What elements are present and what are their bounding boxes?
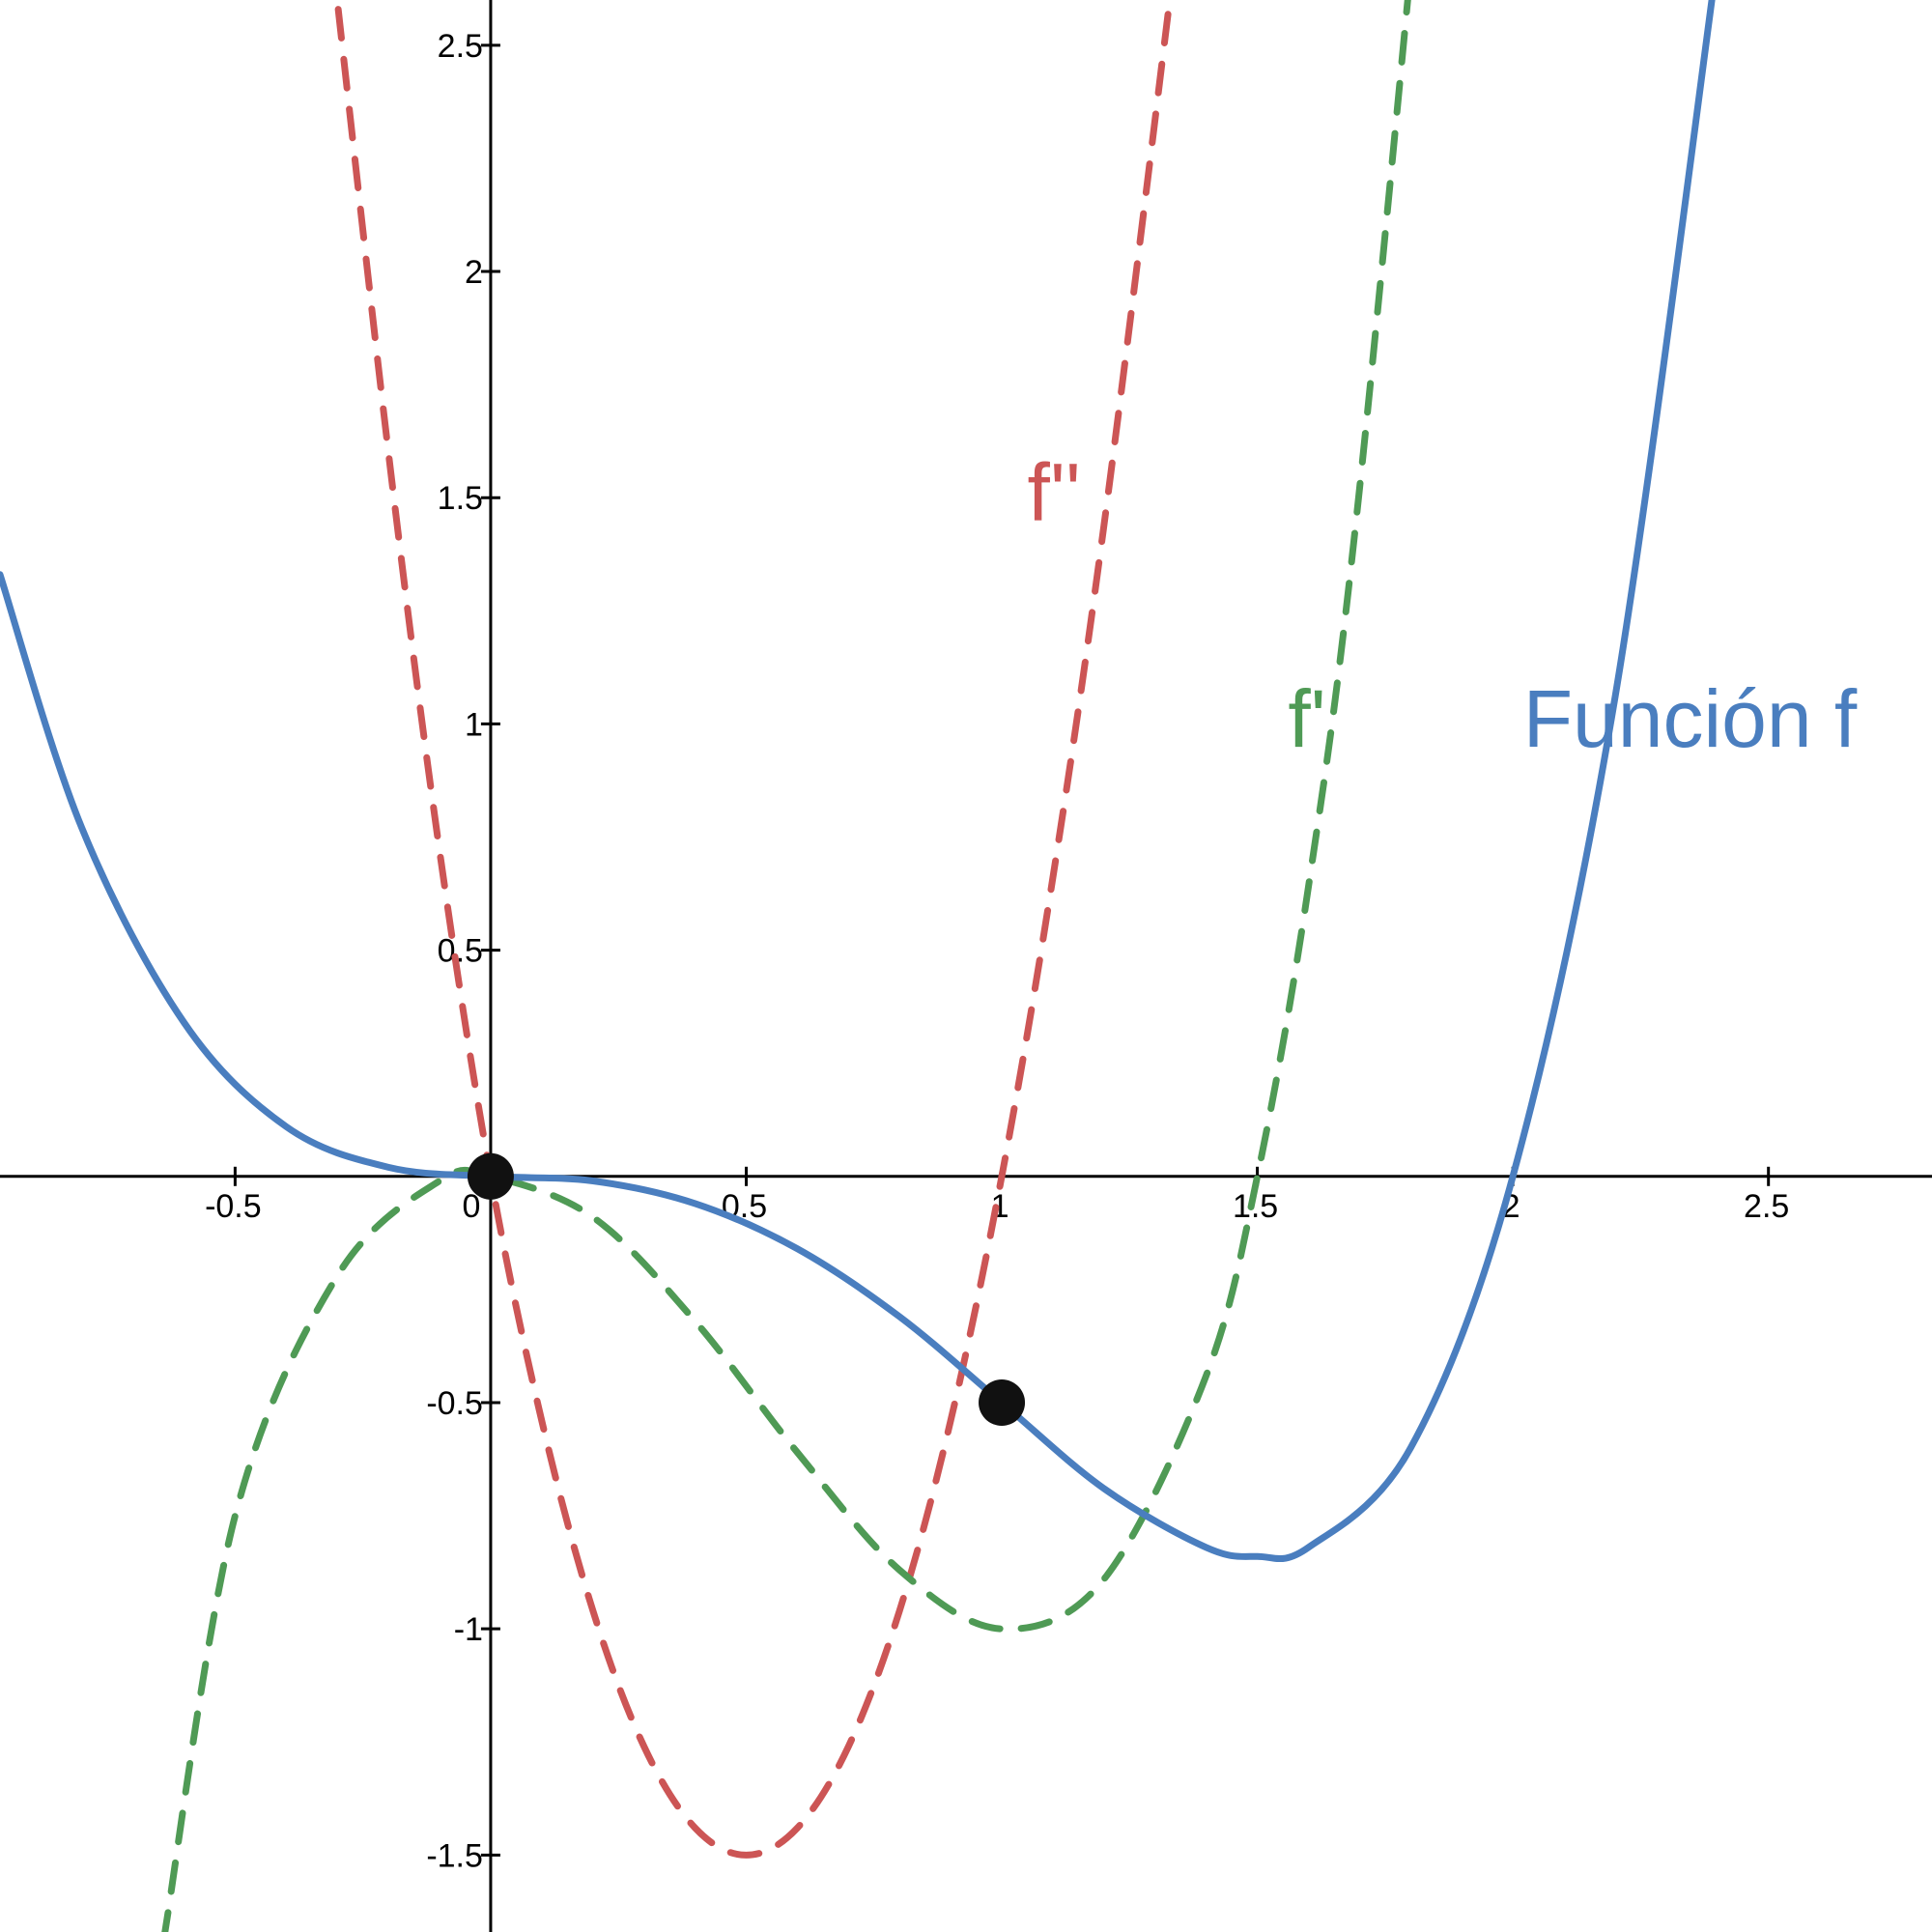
y-tick-label: -1.5 <box>426 1837 483 1874</box>
marked-point-1 <box>467 1152 514 1200</box>
curve-labels: f'' f' Función f <box>1027 447 1857 764</box>
marked-point-2 <box>979 1378 1026 1426</box>
marked-points <box>467 1152 1026 1426</box>
curve-f-double-prime <box>333 0 1174 1859</box>
curve-f-prime <box>161 0 1411 1932</box>
curve-f <box>0 0 1716 1563</box>
y-tick-label: -0.5 <box>426 1385 483 1422</box>
y-tick-label: 0.5 <box>438 933 483 970</box>
y-tick-label: 2 <box>465 254 483 291</box>
y-tick-label: 1 <box>465 706 483 743</box>
x-tick-label: 2.5 <box>1744 1188 1789 1225</box>
x-tick-label: 0 <box>462 1188 480 1225</box>
x-tick-label: -0.5 <box>205 1188 262 1225</box>
label-function-f: Función f <box>1523 673 1858 764</box>
label-f-double-prime: f'' <box>1027 447 1080 538</box>
label-f-prime: f' <box>1288 673 1325 764</box>
y-tick-label: -1 <box>454 1611 483 1648</box>
y-tick-label: 2.5 <box>438 28 483 65</box>
curves <box>0 0 1716 1932</box>
y-tick-label: 1.5 <box>438 480 483 517</box>
